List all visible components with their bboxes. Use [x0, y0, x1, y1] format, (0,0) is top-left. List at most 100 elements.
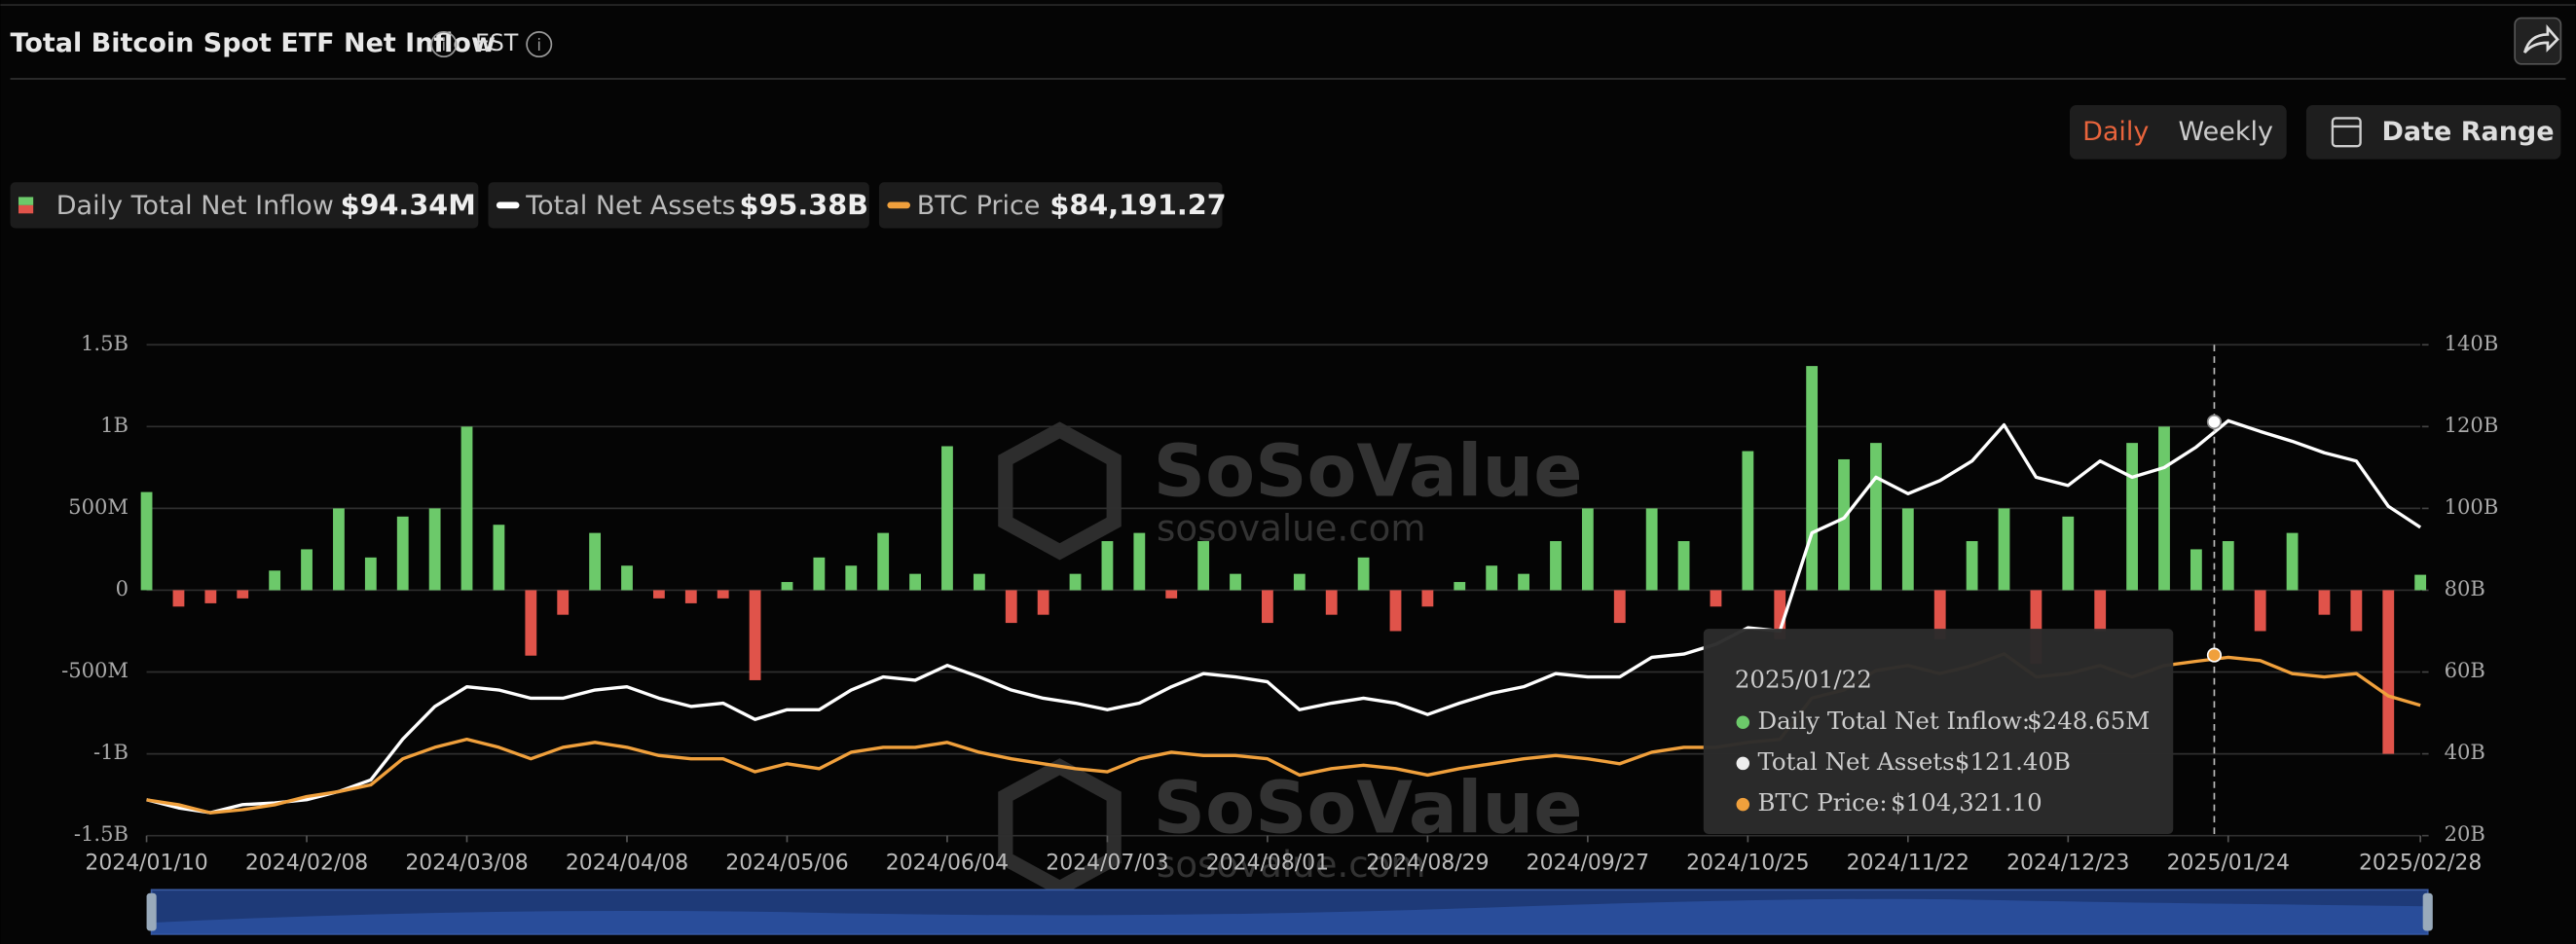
bar	[1966, 541, 1978, 591]
date-range-label: Date Range	[2382, 117, 2555, 147]
y2-tick-label: 120B	[2445, 413, 2499, 437]
bar	[428, 508, 441, 591]
watermark-url: sosovalue.com	[1157, 844, 1426, 886]
hover-dot	[2206, 414, 2223, 430]
bar	[1486, 565, 1498, 591]
bar	[2414, 574, 2427, 591]
y2-tick-label: 100B	[2445, 494, 2499, 519]
bar	[1518, 573, 1529, 591]
summary-name: BTC Price	[917, 191, 1041, 221]
tab-weekly[interactable]: Weekly	[2179, 117, 2273, 147]
bar	[2254, 590, 2266, 632]
y-tick-label: -500M	[61, 658, 129, 682]
bar	[557, 590, 570, 615]
bar	[1325, 590, 1338, 615]
y-tick-label: 0	[116, 576, 129, 600]
y-tick-label: 1.5B	[81, 331, 129, 355]
calendar-icon	[2331, 117, 2362, 148]
x-tick-label: 2024/12/23	[2006, 851, 2129, 875]
swatch	[496, 201, 520, 209]
bar	[1262, 590, 1273, 624]
x-tick-label: 2025/01/24	[2167, 851, 2290, 875]
bar	[2158, 426, 2170, 591]
bar	[2190, 549, 2202, 591]
bar	[396, 516, 409, 591]
bar	[1870, 443, 1882, 591]
bar	[1742, 451, 1754, 591]
summary-value: $94.34M	[341, 189, 476, 222]
bar	[364, 557, 377, 591]
bar	[1581, 508, 1594, 591]
bar	[1998, 508, 2010, 591]
tooltip-dot	[1736, 756, 1750, 771]
tab-group	[2069, 104, 2287, 160]
info-glyph: i	[442, 35, 447, 54]
bar	[717, 590, 729, 599]
bar	[2350, 590, 2363, 632]
tooltip-value: $104,321.10	[1891, 788, 2042, 817]
info-icon[interactable]	[526, 31, 553, 58]
bar	[1133, 532, 1146, 591]
bar	[2126, 443, 2138, 591]
bar	[621, 565, 633, 591]
zoom-handle[interactable]	[2422, 892, 2433, 931]
swatch-positive	[18, 197, 34, 205]
line-series	[146, 418, 2422, 815]
tooltip-date: 2025/01/22	[1735, 666, 1872, 694]
share-button[interactable]	[2514, 17, 2562, 65]
bar	[1933, 590, 1946, 639]
share-icon	[2522, 24, 2559, 54]
bar	[269, 570, 281, 591]
summary-value: $84,191.27	[1049, 189, 1226, 222]
x-tick-label: 2024/06/04	[886, 851, 1009, 875]
bar	[525, 590, 537, 656]
y-tick-label: 500M	[68, 494, 129, 519]
bar	[845, 565, 858, 591]
watermark-logo	[998, 421, 1122, 561]
bar	[749, 590, 761, 680]
x-tick-label: 2024/01/10	[85, 851, 207, 875]
tooltip-value: $121.40B	[1955, 747, 2071, 776]
bar	[941, 446, 953, 591]
zoom-slider-preview	[151, 898, 2428, 934]
bar	[460, 426, 473, 591]
bar	[1901, 508, 1914, 591]
x-tick-label: 2024/02/08	[245, 851, 368, 875]
bar	[493, 525, 505, 591]
bar	[301, 549, 313, 591]
bar	[1838, 458, 1850, 591]
y-tick-label: 1B	[100, 413, 129, 437]
bar	[2318, 590, 2331, 615]
summary-chip	[878, 182, 1223, 229]
tab-daily[interactable]: Daily	[2082, 117, 2149, 147]
x-tick-label: 2024/08/29	[1366, 851, 1489, 875]
zoom-handle[interactable]	[146, 892, 157, 931]
bar	[1069, 573, 1082, 591]
bar	[1037, 590, 1049, 615]
info-glyph: i	[536, 35, 541, 54]
bar	[813, 557, 826, 591]
summary-chip	[10, 182, 479, 229]
watermark-brand: SoSoValue	[1154, 429, 1583, 514]
watermark-url: sosovalue.com	[1157, 507, 1426, 549]
x-tick-label: 2025/02/28	[2359, 851, 2482, 875]
y-tick-label: -1.5B	[74, 821, 129, 846]
date-range-button[interactable]	[2305, 104, 2561, 160]
x-tick-label: 2024/07/03	[1046, 851, 1168, 875]
bar	[2030, 590, 2042, 665]
bar	[684, 590, 697, 603]
bar	[1293, 573, 1306, 591]
bar	[1197, 541, 1210, 591]
bar	[1421, 590, 1434, 607]
bar	[909, 573, 921, 591]
bar	[1005, 590, 1017, 624]
bar	[1806, 366, 1819, 591]
bar	[2094, 590, 2107, 632]
x-tick-label: 2024/09/27	[1527, 851, 1649, 875]
summary-value: $95.38B	[740, 189, 868, 222]
info-icon[interactable]	[430, 31, 458, 58]
bar	[204, 590, 217, 603]
tooltip	[1703, 629, 2174, 834]
bar	[589, 532, 602, 591]
